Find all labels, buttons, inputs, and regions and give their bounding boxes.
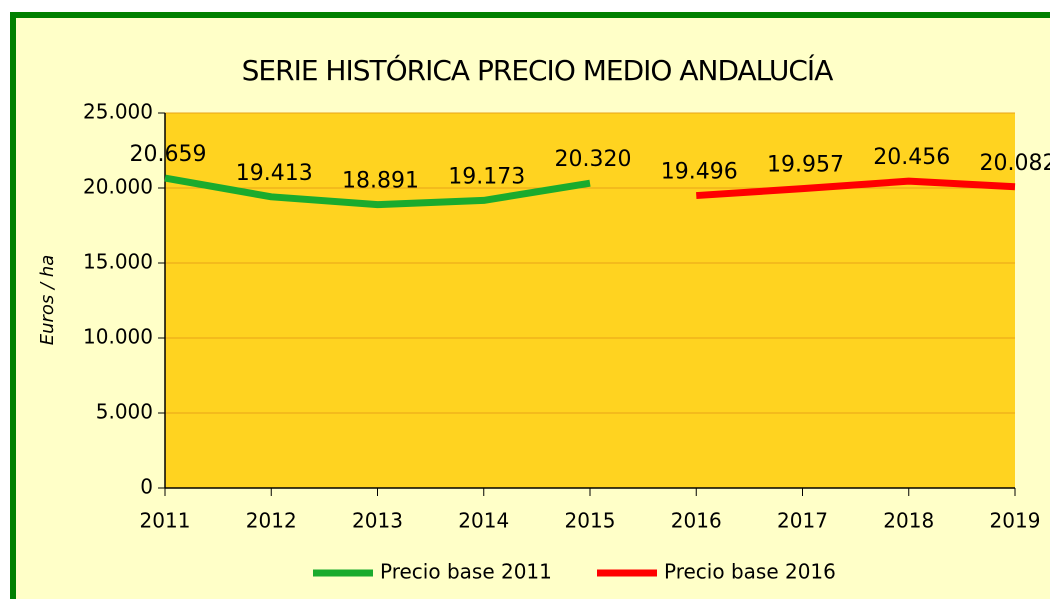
y-tick-label: 0	[140, 475, 153, 499]
data-label: 20.082	[980, 151, 1050, 176]
y-tick-label: 10.000	[83, 325, 153, 349]
x-tick-label: 2019	[990, 509, 1041, 533]
y-axis-label: Euros / ha	[37, 255, 58, 346]
data-label: 20.456	[873, 145, 950, 170]
series-line	[164, 174, 591, 209]
legend-label: Precio base 2011	[380, 560, 552, 584]
x-tick-label: 2014	[458, 509, 509, 533]
chart-title: SERIE HISTÓRICA PRECIO MEDIO ANDALUCÍA	[242, 53, 834, 87]
legend-label: Precio base 2016	[664, 560, 836, 584]
data-label: 18.891	[342, 169, 419, 194]
data-label: 20.659	[130, 142, 207, 167]
x-tick-label: 2013	[352, 509, 403, 533]
data-label: 19.413	[236, 161, 313, 186]
x-tick-label: 2012	[246, 509, 297, 533]
y-tick-label: 25.000	[83, 100, 153, 124]
x-tick-label: 2011	[140, 509, 191, 533]
data-label: 19.173	[448, 164, 525, 189]
data-label: 19.496	[661, 160, 738, 185]
series-line	[696, 177, 1016, 200]
x-tick-label: 2015	[565, 509, 616, 533]
x-tick-label: 2018	[883, 509, 934, 533]
y-tick-label: 15.000	[83, 250, 153, 274]
x-tick-label: 2016	[671, 509, 722, 533]
y-tick-label: 20.000	[83, 175, 153, 199]
y-tick-label: 5.000	[96, 400, 153, 424]
data-label: 19.957	[767, 153, 844, 178]
data-label: 20.320	[555, 147, 632, 172]
x-tick-label: 2017	[777, 509, 828, 533]
plot-area	[165, 113, 1015, 488]
